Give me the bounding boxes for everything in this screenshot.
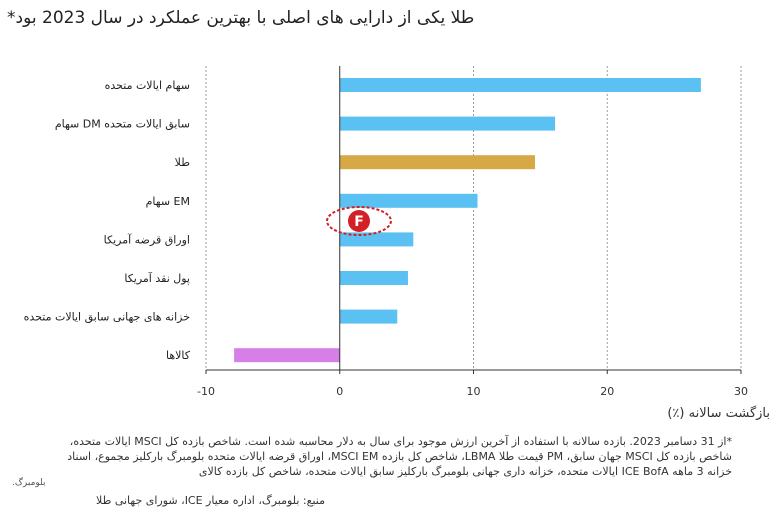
svg-text:F: F [354, 214, 364, 230]
category-label: طلا [175, 156, 191, 169]
category-label: خزانه های جهانی سابق ایالات متحده [24, 311, 190, 325]
footnote: *از 31 دسامبر 2023. بازده سالانه با استف… [67, 435, 732, 478]
chart-title: طلا یکی از دارایی های اصلی با بهترین عمل… [7, 8, 475, 28]
category-label: پول نقد آمریکا [124, 271, 190, 285]
source-note: منبع: بلومبرگ، اداره معیار ICE، شورای جه… [96, 494, 325, 507]
x-tick-label: 10 [467, 385, 481, 398]
bar [339, 309, 398, 324]
x-tick-label: 0 [336, 385, 343, 398]
category-label: سهام EM [146, 195, 190, 208]
bar [234, 348, 340, 363]
category-label: سهام ایالات متحده [105, 79, 190, 92]
category-label: اوراق قرضه آمریکا [104, 232, 190, 246]
bar [339, 193, 478, 208]
bar-chart: سهام ایالات متحده سهام DM سابق ایالات متح… [24, 66, 748, 398]
x-tick-label: 20 [600, 385, 614, 398]
footnote-extra: بلومبرگ. [12, 478, 46, 488]
bar [339, 232, 414, 247]
x-axis-label: بازگشت سالانه (٪) [667, 406, 770, 421]
x-tick-label: 30 [734, 385, 748, 398]
bar [339, 271, 408, 285]
bar [339, 155, 536, 170]
watermark-logo: F [326, 206, 392, 236]
bar [339, 78, 701, 92]
bar [339, 116, 556, 131]
category-label: کالاها [166, 349, 191, 362]
x-tick-label: -10 [197, 385, 215, 398]
category-label: سهام DM سابق ایالات متحده [55, 118, 190, 132]
